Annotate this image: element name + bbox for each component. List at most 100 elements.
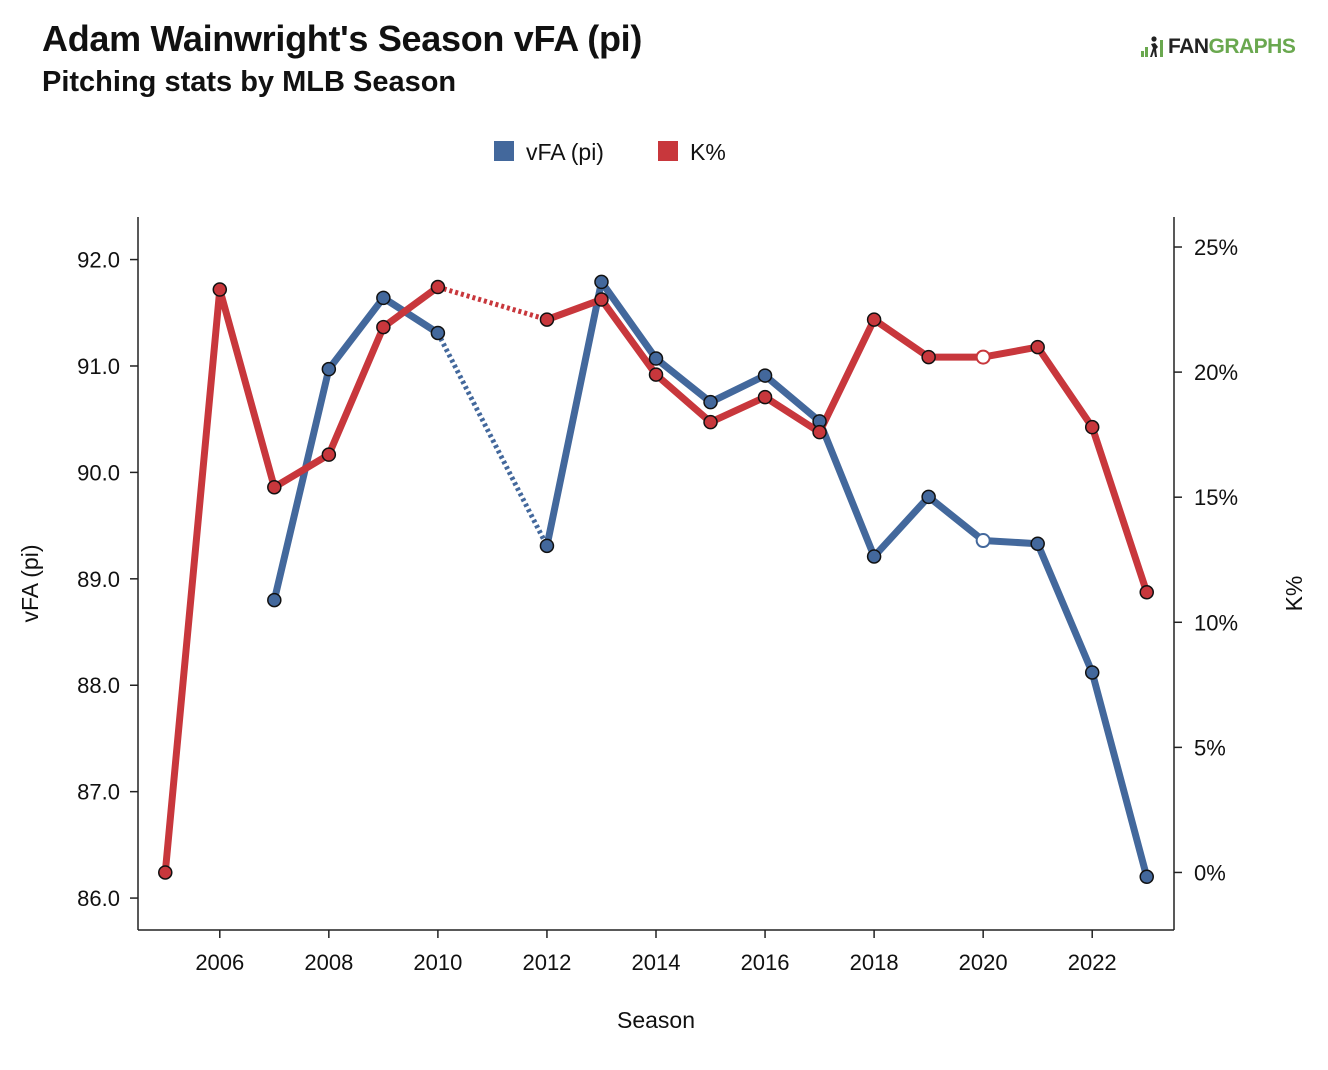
data-point: [1030, 339, 1045, 355]
data-point: [1030, 536, 1045, 551]
y-axis-left-title: vFA (pi): [17, 545, 43, 623]
series-segment: [761, 372, 824, 425]
data-point: [1084, 419, 1100, 435]
series-segment: [379, 294, 442, 337]
fangraphs-logo-icon: [1140, 34, 1166, 60]
data-point: [594, 274, 609, 290]
series-gap-segment: [437, 284, 548, 322]
y-right-tick-label: 0%: [1194, 860, 1226, 885]
series-segment: [1034, 343, 1096, 431]
data-point: [321, 447, 337, 462]
series-segment: [816, 417, 878, 560]
y-left-tick-label: 89.0: [77, 567, 120, 592]
series-segment: [597, 296, 660, 379]
x-tick-label: 2020: [959, 950, 1008, 975]
data-point: [1084, 665, 1100, 680]
data-point: [921, 349, 936, 365]
data-point: [158, 865, 173, 880]
series-segment: [979, 343, 1042, 361]
data-point: [703, 394, 718, 410]
data-point: [594, 292, 609, 307]
series-segment: [325, 323, 387, 459]
x-tick-label: 2018: [850, 950, 899, 975]
y-right-tick-label: 15%: [1194, 485, 1238, 510]
series-segment: [325, 294, 387, 373]
x-tick-label: 2022: [1068, 950, 1117, 975]
axes: 2006 2008 2010 2012 2014 2016 2018 2020 2022 86.0…: [17, 217, 1307, 1033]
x-tick-label: 2010: [413, 950, 462, 975]
data-point: [975, 349, 991, 365]
series-segment: [1034, 540, 1096, 676]
series-segment: [925, 493, 987, 545]
series-segment: [652, 355, 715, 406]
y-right-tick-label: 5%: [1194, 735, 1226, 760]
y-right-tick-label: 20%: [1194, 360, 1238, 385]
legend: vFA (pi) K%: [494, 139, 726, 165]
data-point: [866, 549, 882, 564]
data-point: [703, 414, 718, 430]
legend-label: K%: [690, 139, 726, 165]
y-right-tick-label: 25%: [1194, 235, 1238, 260]
x-tick-label: 2012: [522, 950, 571, 975]
logo-text-fan: FAN: [1168, 35, 1209, 58]
data-point: [757, 389, 773, 405]
chart-subtitle: Pitching stats by MLB Season: [42, 66, 457, 98]
series-segment: [379, 283, 442, 331]
fangraphs-logo[interactable]: FAN GRAPHS: [1140, 32, 1296, 62]
y-left-tick-label: 91.0: [77, 354, 120, 379]
series-segment: [1088, 423, 1151, 596]
y-axis-right-title: K%: [1281, 576, 1307, 612]
data-point: [757, 368, 773, 383]
data-point: [1139, 869, 1154, 885]
data-point: [376, 290, 391, 306]
series-lines: [161, 278, 1151, 881]
x-axis-title: Season: [617, 1007, 695, 1033]
series-segment: [270, 365, 333, 604]
series-segment: [270, 451, 333, 491]
x-tick-label: 2014: [632, 950, 681, 975]
series-segment: [652, 371, 715, 426]
data-point: [1139, 585, 1154, 600]
data-point: [430, 325, 446, 341]
series-segment: [761, 393, 824, 436]
x-tick-label: 2008: [304, 950, 353, 975]
series-segment: [543, 278, 605, 550]
data-point: [648, 367, 664, 382]
series-segment: [161, 286, 224, 876]
series-segment: [870, 493, 933, 560]
y-left-tick-label: 92.0: [77, 248, 120, 273]
legend-swatch: [658, 141, 678, 161]
series-segment: [816, 316, 878, 436]
y-left-tick-label: 86.0: [77, 886, 120, 911]
series-segment: [707, 393, 769, 426]
y-left-tick-label: 90.0: [77, 460, 120, 485]
y-right-tick-label: 10%: [1194, 610, 1238, 635]
x-tick-label: 2006: [195, 950, 244, 975]
legend-swatch: [494, 141, 514, 161]
data-point: [267, 592, 282, 608]
logo-text-graphs: GRAPHS: [1208, 35, 1296, 58]
y-left-tick-label: 87.0: [77, 780, 120, 805]
x-tick-label: 2016: [741, 950, 790, 975]
data-point: [975, 533, 991, 549]
data-point: [539, 538, 555, 554]
data-point: [921, 489, 936, 505]
data-point: [648, 351, 664, 366]
legend-label: vFA (pi): [526, 139, 604, 165]
series-segment: [979, 537, 1042, 548]
data-point: [539, 312, 555, 327]
data-point: [212, 282, 228, 297]
series-segment: [543, 296, 605, 324]
data-point: [321, 361, 337, 377]
series-segment: [1088, 668, 1151, 881]
series-segment: [707, 372, 769, 406]
data-point: [430, 279, 446, 295]
data-point: [812, 424, 827, 440]
y-left-tick-label: 88.0: [77, 673, 120, 698]
data-point: [267, 479, 282, 495]
data-point: [866, 312, 882, 327]
series-segment: [870, 316, 933, 361]
series-points: [158, 274, 1154, 885]
series-gap-segment: [435, 331, 550, 547]
